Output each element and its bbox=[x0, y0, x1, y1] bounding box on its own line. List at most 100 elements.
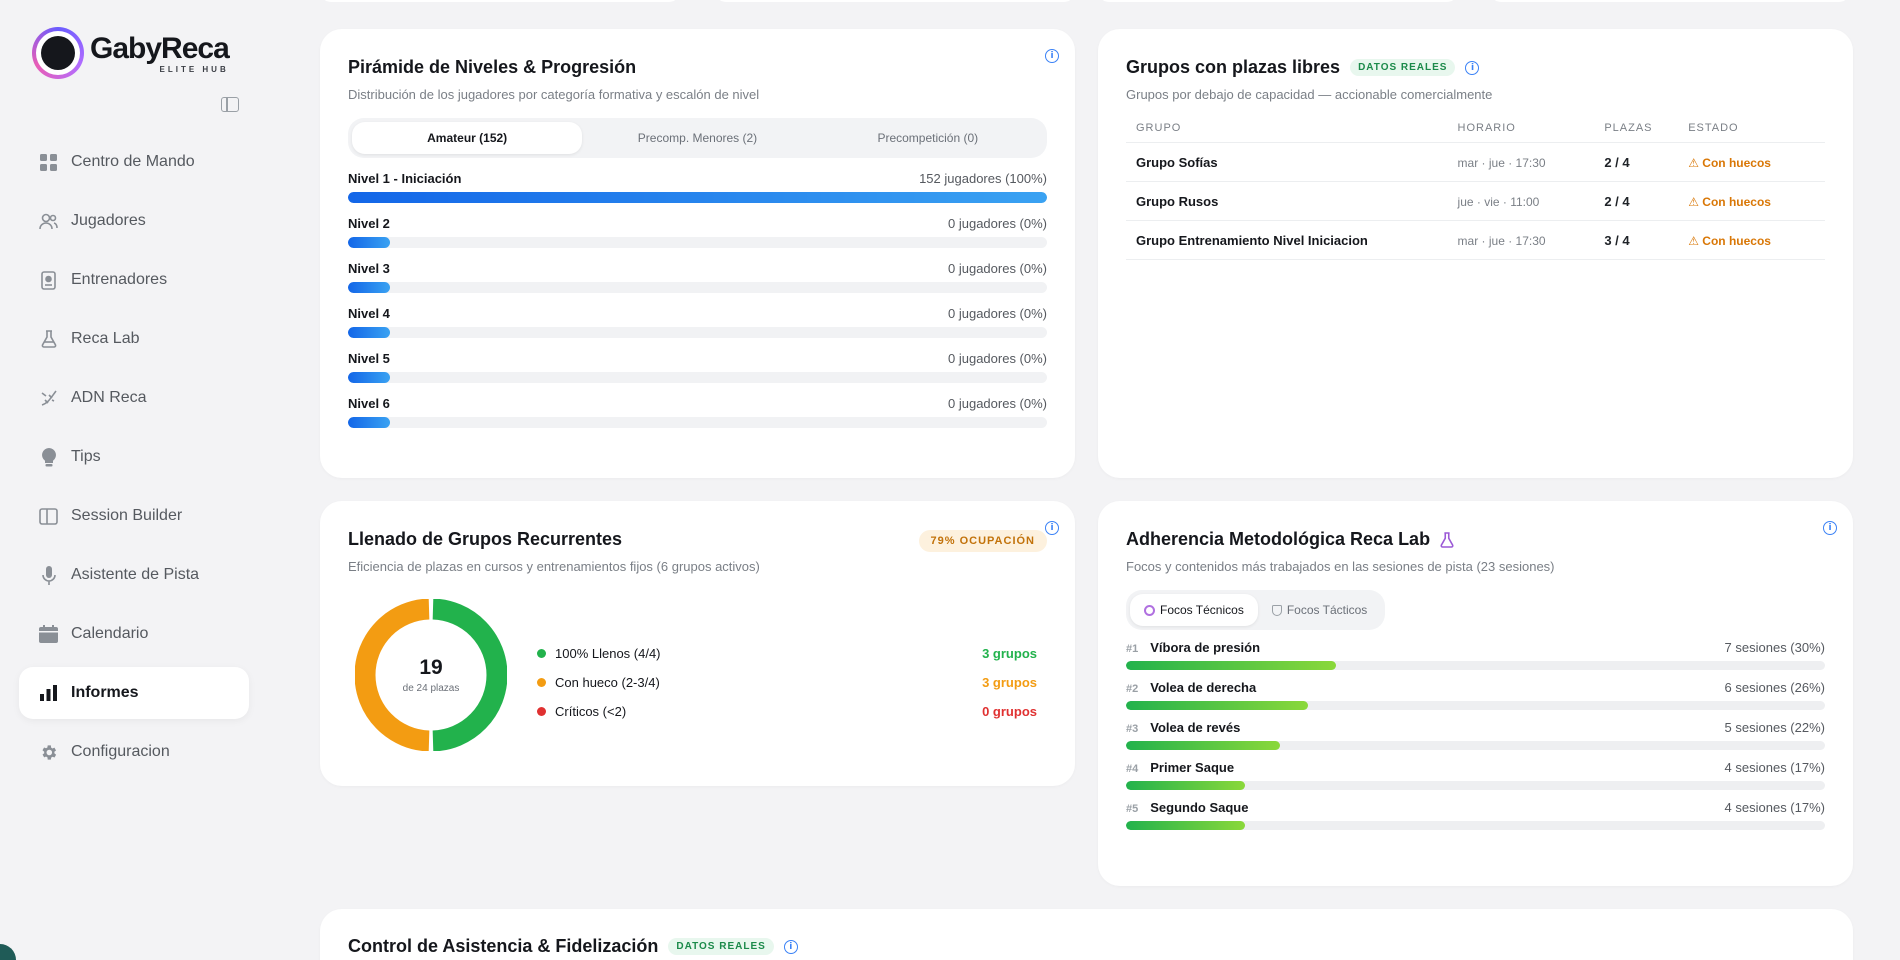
legend-value: 0 grupos bbox=[982, 704, 1037, 719]
category-tabs: Amateur (152) Precomp. Menores (2) Preco… bbox=[348, 118, 1047, 158]
horario-cell: mar · jue · 17:30 bbox=[1447, 142, 1595, 182]
help-fab[interactable] bbox=[0, 944, 16, 960]
grupos-card: Grupos con plazas libres DATOS REALES i Gr… bbox=[1098, 29, 1853, 478]
level-row: Nivel 2 0 jugadores (0%) bbox=[348, 216, 1047, 248]
level-name: Nivel 1 - Iniciación bbox=[348, 171, 462, 186]
focus-left: #4 Primer Saque bbox=[1126, 760, 1234, 775]
level-bar-track bbox=[348, 372, 1047, 383]
donut-label: de 24 plazas bbox=[402, 683, 460, 694]
estado-label: Con huecos bbox=[1702, 194, 1771, 209]
brand-logo[interactable]: GabyReca ELITE HUB bbox=[32, 27, 230, 79]
focus-bar-track bbox=[1126, 781, 1825, 790]
focus-value: 6 sesiones (26%) bbox=[1724, 680, 1825, 695]
info-icon[interactable]: i bbox=[1465, 60, 1480, 75]
tab-label: Focos Tácticos bbox=[1286, 603, 1368, 617]
focus-bar-track bbox=[1126, 701, 1825, 710]
sidebar-item-label: Informes bbox=[71, 684, 139, 701]
table-row[interactable]: Grupo Entrenamiento Nivel Iniciacion mar … bbox=[1126, 220, 1825, 260]
adherencia-card: i Adherencia Metodológica Reca Lab Focos… bbox=[1098, 501, 1853, 886]
level-bar-fill bbox=[348, 192, 1047, 203]
id-badge-icon bbox=[39, 270, 58, 290]
sidebar-item-jugadores[interactable]: Jugadores bbox=[19, 195, 249, 247]
tab-label: Focos Técnicos bbox=[1160, 603, 1244, 617]
focus-bar-track bbox=[1126, 741, 1825, 750]
level-row: Nivel 3 0 jugadores (0%) bbox=[348, 261, 1047, 293]
level-bar-track bbox=[348, 417, 1047, 428]
card-title: Adherencia Metodológica Reca Lab bbox=[1126, 529, 1825, 550]
grupo-cell: Grupo Rusos bbox=[1126, 181, 1448, 221]
info-icon[interactable]: i bbox=[1045, 521, 1059, 535]
table-row[interactable]: Grupo Sofías mar · jue · 17:30 2 / 4 ⚠ Con … bbox=[1126, 142, 1825, 182]
sidebar-item-calendario[interactable]: Calendario bbox=[19, 608, 249, 660]
sidebar-item-asistente-de-pista[interactable]: Asistente de Pista bbox=[19, 549, 249, 601]
gear-icon bbox=[39, 743, 58, 762]
level-row: Nivel 5 0 jugadores (0%) bbox=[348, 351, 1047, 383]
card-stub bbox=[1490, 0, 1850, 2]
sidebar-item-label: Reca Lab bbox=[71, 330, 140, 347]
card-title: Pirámide de Niveles & Progresión bbox=[348, 57, 637, 77]
warning-icon: ⚠ bbox=[1688, 194, 1703, 209]
sidebar-item-adn-reca[interactable]: ADN Reca bbox=[19, 372, 249, 424]
focus-bar-fill bbox=[1126, 661, 1336, 670]
calendar-icon bbox=[39, 625, 58, 644]
focus-rank: #1 bbox=[1126, 643, 1139, 655]
sidebar-item-label: Tips bbox=[71, 448, 101, 465]
focus-left: #1 Víbora de presión bbox=[1126, 640, 1260, 655]
card-stub bbox=[1098, 0, 1458, 2]
estado-label: Con huecos bbox=[1702, 233, 1771, 248]
plazas-cell: 2 / 4 bbox=[1594, 181, 1679, 221]
sidebar-item-session-builder[interactable]: Session Builder bbox=[19, 490, 249, 542]
tab-focos-tacticos[interactable]: Focos Tácticos bbox=[1258, 594, 1381, 626]
tab-precompeticion[interactable]: Precompetición (0) bbox=[877, 131, 979, 145]
card-subtitle: Distribución de los jugadores por catego… bbox=[348, 87, 760, 102]
level-bar-track bbox=[348, 192, 1047, 203]
sidebar-item-entrenadores[interactable]: Entrenadores bbox=[19, 254, 249, 306]
donut-slice-1 bbox=[355, 599, 430, 751]
card-title: Control de Asistencia & Fidelización DATO… bbox=[348, 936, 1825, 957]
focus-header: #1 Víbora de presión 7 sesiones (30%) bbox=[1126, 640, 1825, 655]
legend-value: 3 grupos bbox=[982, 646, 1037, 661]
focus-left: #2 Volea de derecha bbox=[1126, 680, 1256, 695]
occupancy-donut-chart bbox=[355, 599, 507, 751]
columns-icon bbox=[39, 507, 58, 526]
tab-amateur[interactable]: Amateur (152) bbox=[352, 122, 583, 154]
sidebar-collapse-icon[interactable] bbox=[221, 97, 239, 112]
focus-rank: #4 bbox=[1126, 763, 1139, 775]
info-icon[interactable]: i bbox=[1045, 49, 1059, 63]
horario-cell: jue · vie · 11:00 bbox=[1447, 181, 1595, 221]
legend-left: 100% Llenos (4/4) bbox=[537, 646, 661, 661]
level-header: Nivel 1 - Iniciación 152 jugadores (100%) bbox=[348, 171, 1047, 186]
estado-label: Con huecos bbox=[1702, 155, 1771, 170]
card-title-text: Adherencia Metodológica Reca Lab bbox=[1126, 529, 1431, 549]
chart-legend: 100% Llenos (4/4) 3 grupos Con hueco (2-3/… bbox=[537, 639, 1037, 726]
sidebar-item-configuracion[interactable]: Configuracion bbox=[19, 726, 249, 778]
focus-name: Víbora de presión bbox=[1150, 640, 1261, 655]
sidebar: GabyReca ELITE HUB Centro de Mando Jugad… bbox=[0, 0, 270, 960]
focus-tabs: Focos Técnicos Focos Tácticos bbox=[1126, 590, 1386, 630]
level-value: 0 jugadores (0%) bbox=[948, 306, 1047, 321]
sidebar-item-reca-lab[interactable]: Reca Lab bbox=[19, 313, 249, 365]
focus-list: #1 Víbora de presión 7 sesiones (30%) #2 Vol… bbox=[1126, 640, 1825, 830]
sidebar-item-informes[interactable]: Informes bbox=[19, 667, 249, 719]
sidebar-item-centro-de-mando[interactable]: Centro de Mando bbox=[19, 136, 249, 188]
level-value: 0 jugadores (0%) bbox=[948, 216, 1047, 231]
sidebar-item-label: Session Builder bbox=[71, 507, 183, 524]
focus-header: #5 Segundo Saque 4 sesiones (17%) bbox=[1126, 800, 1825, 815]
plazas-cell: 3 / 4 bbox=[1594, 220, 1679, 260]
sidebar-item-tips[interactable]: Tips bbox=[19, 431, 249, 483]
level-header: Nivel 5 0 jugadores (0%) bbox=[348, 351, 1047, 366]
tab-precomp-menores[interactable]: Precomp. Menores (2) bbox=[637, 131, 758, 145]
focus-value: 5 sesiones (22%) bbox=[1724, 720, 1825, 735]
tab-focos-tecnicos[interactable]: Focos Técnicos bbox=[1130, 594, 1258, 626]
sidebar-item-label: ADN Reca bbox=[71, 389, 147, 406]
level-value: 152 jugadores (100%) bbox=[919, 171, 1047, 186]
info-icon[interactable]: i bbox=[1823, 521, 1837, 535]
card-subtitle: Focos y contenidos más trabajados en las… bbox=[1126, 559, 1555, 574]
level-value: 0 jugadores (0%) bbox=[948, 261, 1047, 276]
focus-left: #3 Volea de revés bbox=[1126, 720, 1240, 735]
info-icon[interactable]: i bbox=[783, 939, 798, 954]
legend-value: 3 grupos bbox=[982, 675, 1037, 690]
occupancy-badge: 79% OCUPACIÓN bbox=[918, 530, 1047, 552]
column-header: PLAZAS bbox=[1594, 122, 1679, 143]
table-row[interactable]: Grupo Rusos jue · vie · 11:00 2 / 4 ⚠ Con h… bbox=[1126, 181, 1825, 221]
